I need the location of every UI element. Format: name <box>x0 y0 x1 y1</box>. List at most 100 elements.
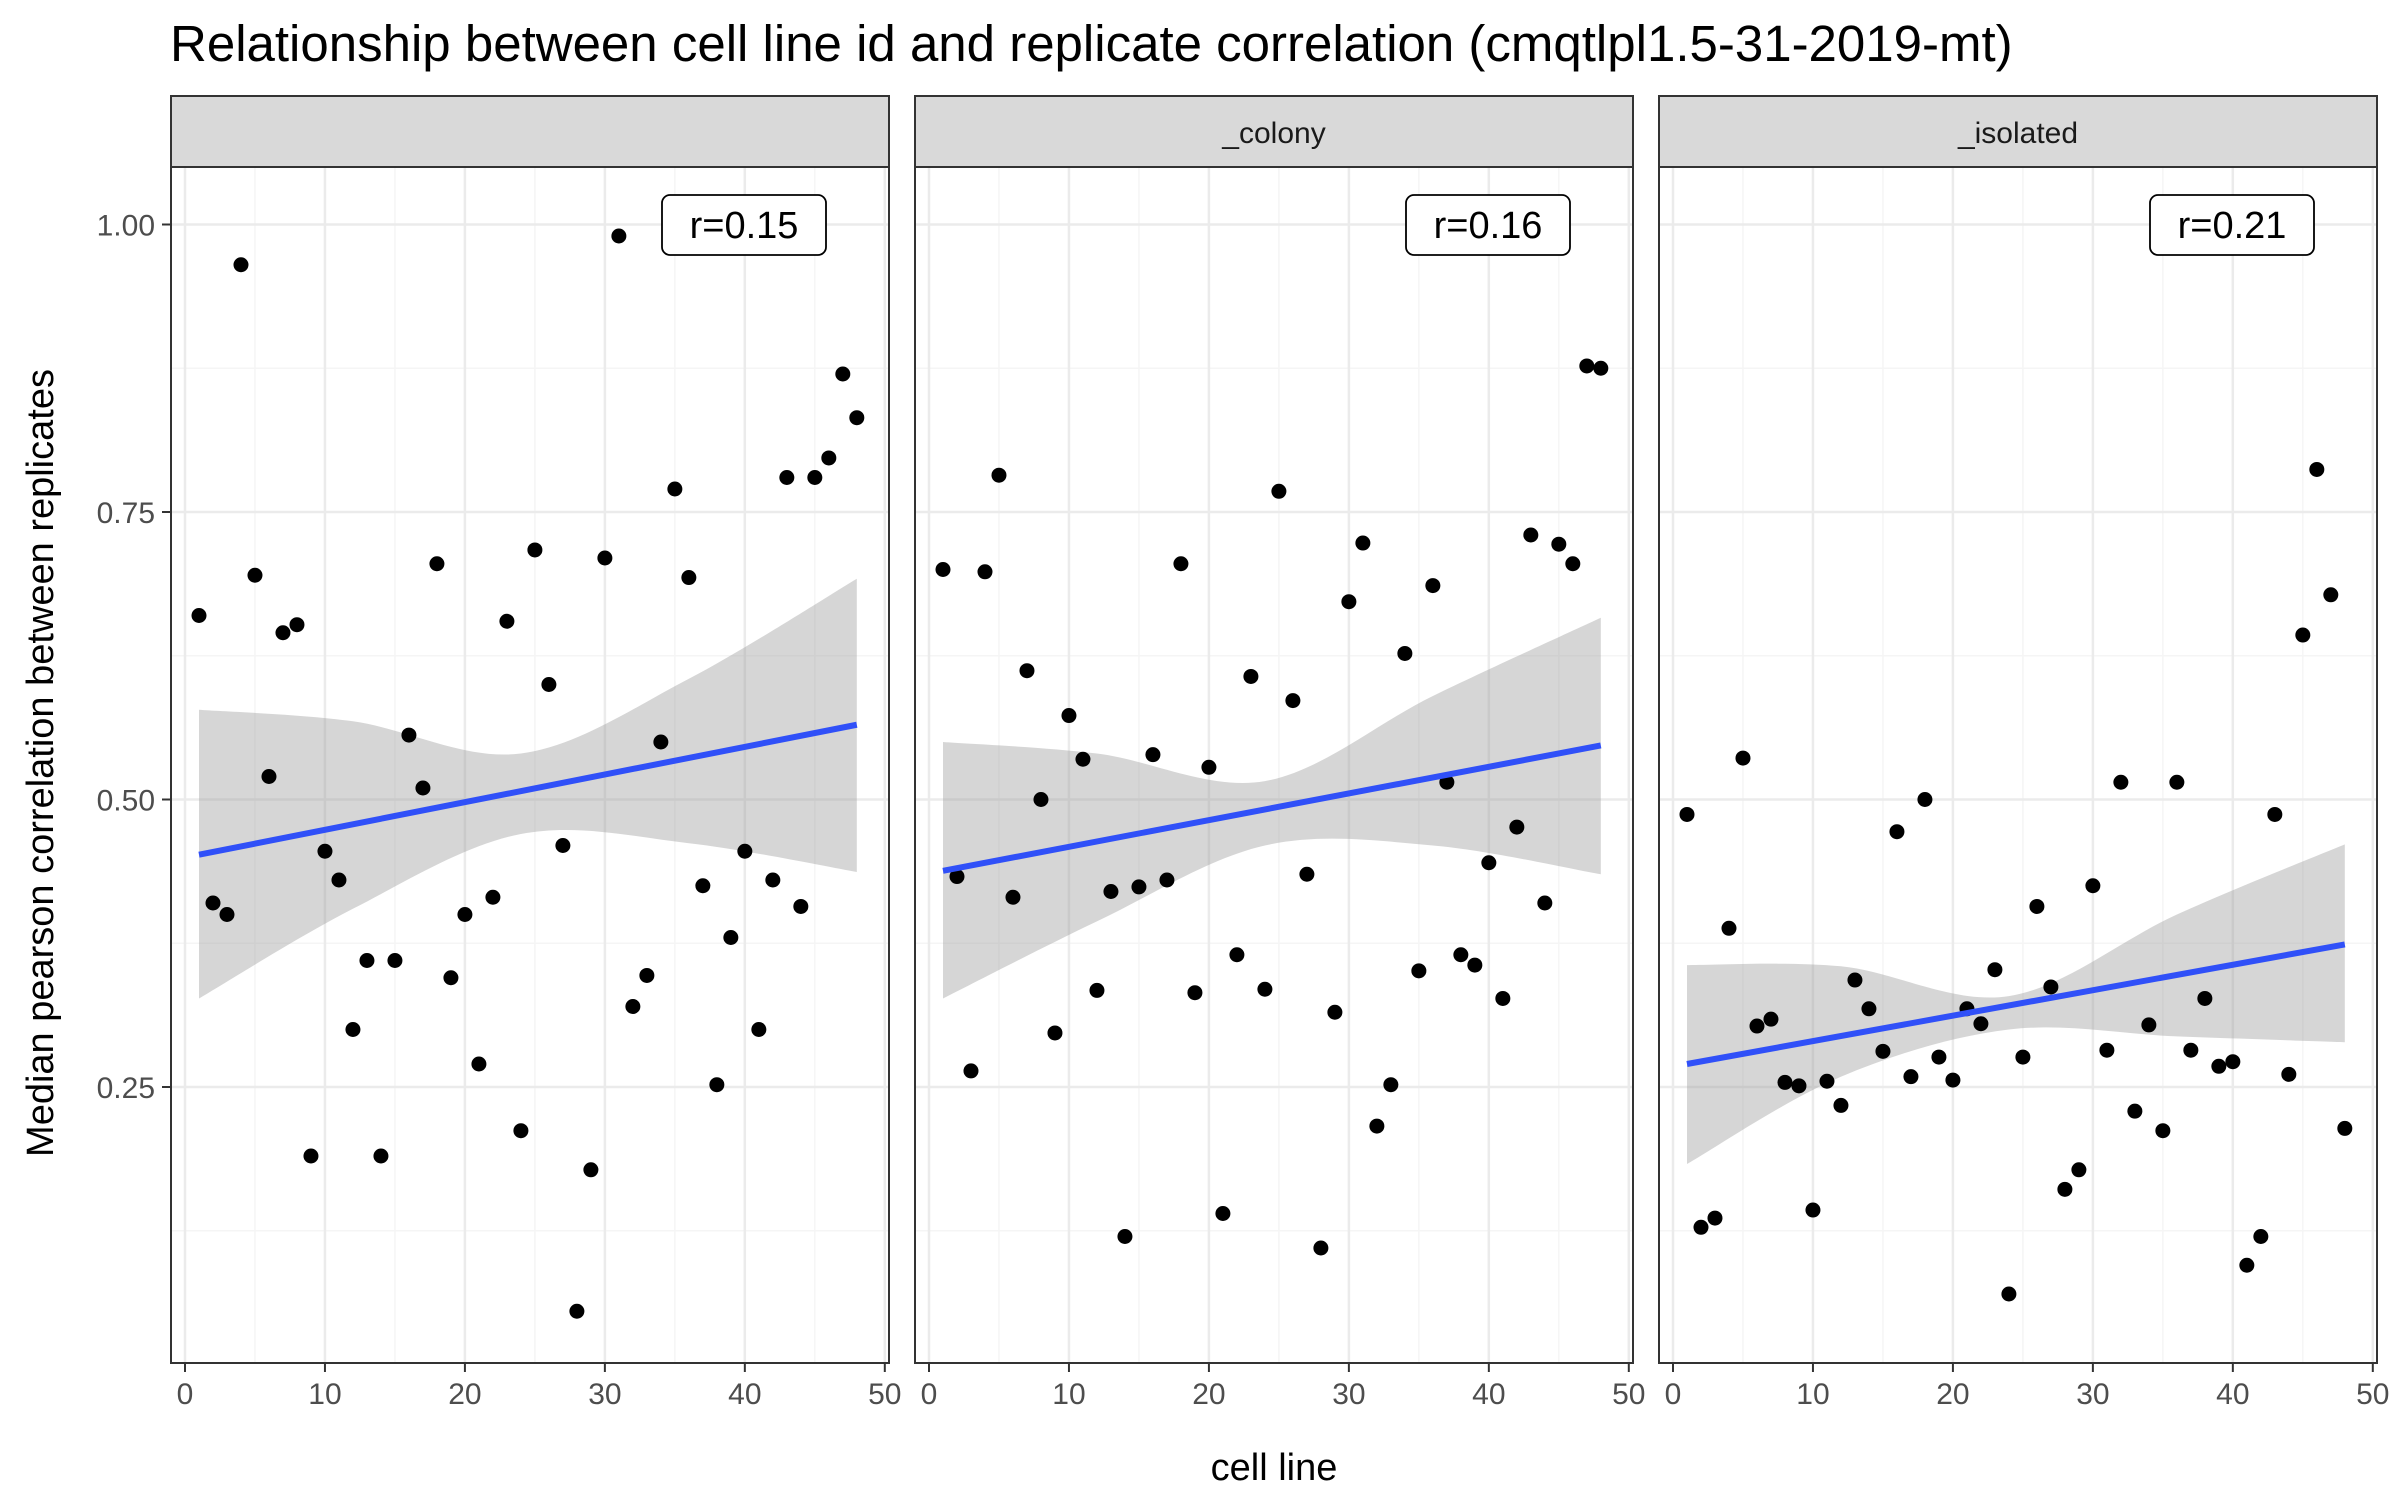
panel-border <box>1658 166 2378 1364</box>
data-point <box>695 878 711 894</box>
y-tick-label: 0.25 <box>97 1072 155 1105</box>
panel-border <box>914 166 1634 1364</box>
data-point <box>1425 578 1441 594</box>
facet-panel-0: r=0.15 0 10 20 30 40 50 0.25 0.50 0.75 1.00 <box>97 95 901 1411</box>
data-point <box>835 366 851 382</box>
x-tick-label: 30 <box>1332 1378 1365 1411</box>
data-point <box>1215 1206 1231 1221</box>
data-point <box>331 872 347 888</box>
data-point <box>2197 990 2213 1006</box>
data-point <box>443 970 459 986</box>
data-point <box>317 843 333 859</box>
data-point <box>303 1148 319 1164</box>
data-point <box>1987 962 2003 978</box>
data-point <box>1383 1077 1399 1093</box>
data-point <box>1299 866 1315 882</box>
facet-panel-2: _isolated r=0.21 0 10 20 30 40 50 <box>1658 95 2389 1411</box>
y-tick-label: 1.00 <box>97 210 155 243</box>
data-point <box>1805 1202 1821 1218</box>
data-point <box>1397 645 1413 661</box>
data-point <box>949 869 965 885</box>
data-point <box>1973 1016 1989 1032</box>
x-tick-label: 0 <box>177 1378 194 1411</box>
data-point <box>935 562 951 577</box>
x-tick-label: 20 <box>1192 1378 1225 1411</box>
data-point <box>977 564 993 580</box>
data-point <box>2029 898 2045 914</box>
data-point <box>1551 536 1567 552</box>
data-point <box>1847 972 1863 988</box>
data-point <box>1565 556 1581 572</box>
data-point <box>991 467 1007 483</box>
data-point <box>1089 982 1105 998</box>
x-tick-label: 50 <box>2356 1378 2389 1411</box>
data-point <box>1763 1011 1779 1027</box>
facet-strip <box>170 95 890 168</box>
data-point <box>2281 1066 2297 1082</box>
data-point <box>1679 806 1695 822</box>
data-point <box>541 677 557 692</box>
data-point <box>751 1022 767 1037</box>
data-point <box>821 450 837 466</box>
y-tick-label: 0.50 <box>97 785 155 818</box>
data-point <box>2099 1042 2115 1058</box>
facet-panel-1: _colony r=0.16 0 10 20 30 40 50 <box>914 95 1645 1411</box>
data-point <box>1777 1074 1793 1090</box>
data-point <box>2183 1042 2199 1058</box>
data-point <box>765 872 781 888</box>
x-tick-label: 40 <box>1472 1378 1505 1411</box>
data-point <box>1313 1240 1329 1256</box>
data-point <box>681 570 697 586</box>
data-point <box>247 567 263 583</box>
data-point <box>387 953 403 968</box>
data-point <box>219 907 235 922</box>
data-point <box>233 257 249 273</box>
data-point <box>1945 1072 1961 1088</box>
data-point <box>1861 1001 1877 1017</box>
data-point <box>1117 1229 1133 1244</box>
data-point <box>1509 819 1525 835</box>
data-point <box>499 613 515 629</box>
data-point <box>723 930 739 945</box>
data-point <box>1693 1219 1709 1235</box>
data-point <box>1453 947 1469 963</box>
correlation-label-box <box>1405 194 1571 256</box>
correlation-label-box <box>2149 194 2315 256</box>
x-tick-label: 10 <box>1052 1378 1085 1411</box>
data-point <box>1159 872 1175 888</box>
data-point <box>1243 668 1259 684</box>
data-point <box>1903 1069 1919 1085</box>
x-tick-label: 30 <box>588 1378 621 1411</box>
data-point <box>401 727 417 743</box>
data-point <box>1229 947 1245 963</box>
data-point <box>667 481 683 497</box>
data-point <box>1819 1073 1835 1089</box>
x-axis-label: cell line <box>1211 1447 1338 1489</box>
data-point <box>2309 461 2325 477</box>
x-tick-label: 10 <box>1796 1378 1829 1411</box>
data-point <box>1579 358 1595 374</box>
data-point <box>429 556 445 572</box>
data-point <box>1481 855 1497 871</box>
data-point <box>2169 774 2185 790</box>
data-point <box>2127 1103 2143 1119</box>
data-point <box>1033 792 1049 807</box>
data-point <box>1131 879 1147 895</box>
data-point <box>289 617 305 633</box>
data-point <box>2239 1257 2255 1273</box>
data-point <box>779 470 795 485</box>
panel-background <box>1659 167 2377 1363</box>
data-point <box>1075 751 1091 767</box>
data-point <box>345 1022 361 1037</box>
facet-strip <box>914 95 1634 168</box>
panel-border <box>170 166 890 1364</box>
data-point <box>1257 981 1273 997</box>
y-axis-label: Median pearson correlation between repli… <box>20 369 62 1157</box>
data-point <box>963 1063 979 1079</box>
regression-line <box>198 721 858 858</box>
data-point <box>1495 990 1511 1006</box>
data-point <box>2071 1162 2087 1178</box>
regression-line <box>1686 941 2346 1067</box>
data-point <box>1341 594 1357 610</box>
data-point <box>2295 627 2311 643</box>
